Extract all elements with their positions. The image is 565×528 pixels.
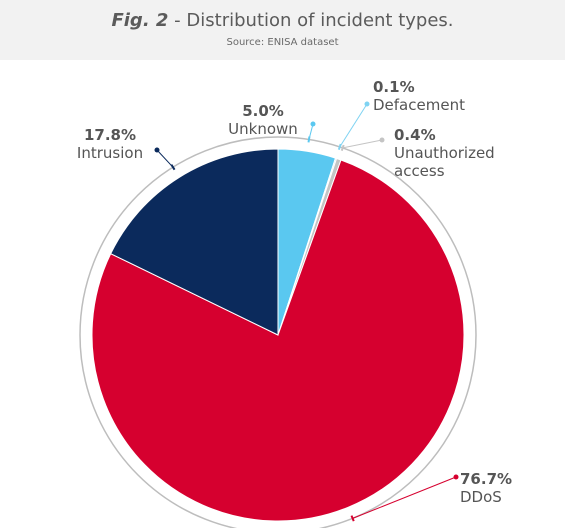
callout-line-unauthorized-access xyxy=(342,139,383,149)
figure-separator: - xyxy=(168,10,187,31)
slice-name-defacement: Defacement xyxy=(373,96,465,114)
slice-name-unauthorized-access-line-1: Unauthorized xyxy=(394,144,495,162)
figure-source: Source: ENISA dataset xyxy=(226,37,339,48)
outer-ring xyxy=(79,136,477,528)
pie-labels: 5.0%Unknown 0.1%Defacement 0.4%Unauthorize… xyxy=(77,78,512,506)
figure-label: Fig. 2 xyxy=(111,10,169,31)
figure-header xyxy=(0,0,565,60)
callout-line-defacement xyxy=(339,103,368,148)
figure-title: Fig. 2 - Distribution of incident types. xyxy=(0,10,565,31)
slice-percent-intrusion: 17.8% xyxy=(84,126,136,144)
pie-slice-intrusion xyxy=(110,148,279,336)
slice-name-intrusion: Intrusion xyxy=(77,144,143,162)
callout-line-unknown xyxy=(308,123,314,140)
pie-slice-ddos xyxy=(91,159,465,522)
pie-callouts xyxy=(154,101,459,522)
slice-name-unauthorized-access-line-2: access xyxy=(394,162,445,180)
callout-line-intrusion xyxy=(156,149,174,168)
slice-name-unknown: Unknown xyxy=(228,120,298,138)
slice-percent-ddos: 76.7% xyxy=(460,470,512,488)
callout-line-ddos xyxy=(352,476,457,519)
slice-name-ddos: DDoS xyxy=(460,488,502,506)
figure-title-text: Distribution of incident types. xyxy=(186,10,454,31)
pie-slices xyxy=(91,148,465,522)
slice-percent-unauthorized-access: 0.4% xyxy=(394,126,436,144)
slice-percent-defacement: 0.1% xyxy=(373,78,415,96)
slice-percent-unknown: 5.0% xyxy=(242,102,284,120)
